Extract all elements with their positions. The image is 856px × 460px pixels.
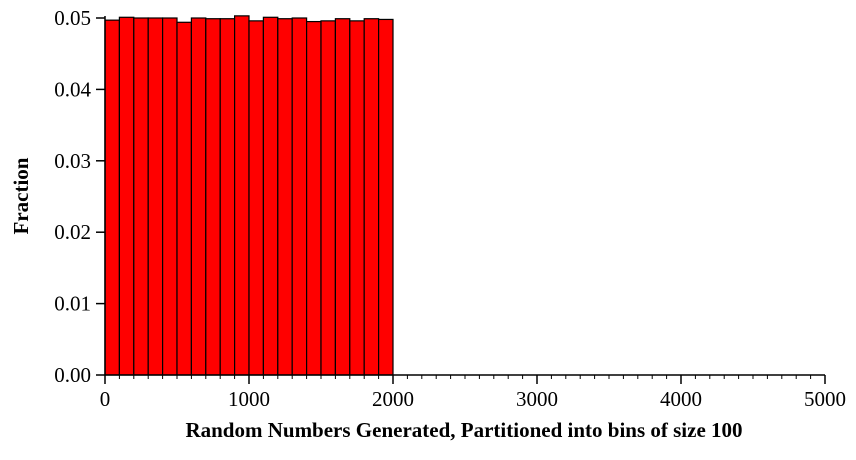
histogram-bar-14 bbox=[306, 20, 322, 376]
histogram-bar-7 bbox=[205, 18, 221, 376]
y-tick-label: 0.02 bbox=[54, 220, 91, 244]
histogram-bar-16 bbox=[334, 18, 351, 376]
x-axis-ticks: 0 1000 2000 3000 4000 5000 bbox=[100, 375, 846, 411]
histogram-bar-6 bbox=[190, 17, 207, 376]
x-tick-label: 2000 bbox=[372, 387, 414, 411]
y-tick-label: 0.00 bbox=[54, 363, 91, 387]
bars-group bbox=[104, 15, 394, 376]
x-tick-label: 5000 bbox=[804, 387, 846, 411]
x-tick-label: 4000 bbox=[660, 387, 702, 411]
histogram-bar-12 bbox=[277, 18, 293, 376]
y-tick-label: 0.05 bbox=[54, 6, 91, 30]
y-tick-label: 0.01 bbox=[54, 292, 91, 316]
histogram-bar-0 bbox=[104, 19, 120, 376]
histogram-bar-5 bbox=[176, 21, 192, 376]
histogram-bar-4 bbox=[162, 17, 178, 376]
y-tick-label: 0.03 bbox=[54, 149, 91, 173]
histogram-bar-9 bbox=[234, 15, 250, 376]
y-axis-ticks: 0.00 0.01 0.02 0.03 0.04 0.05 bbox=[54, 6, 105, 387]
histogram-bar-3 bbox=[147, 17, 164, 376]
y-axis-title: Fraction bbox=[9, 157, 33, 234]
histogram-bar-8 bbox=[219, 18, 236, 376]
histogram-bar-2 bbox=[133, 17, 149, 376]
x-axis-title: Random Numbers Generated, Partitioned in… bbox=[185, 418, 742, 442]
x-tick-label: 0 bbox=[100, 387, 111, 411]
y-tick-label: 0.04 bbox=[54, 77, 91, 101]
histogram-bar-15 bbox=[320, 20, 336, 376]
histogram-bar-11 bbox=[262, 16, 279, 376]
histogram-bar-17 bbox=[349, 20, 365, 376]
histogram-bar-10 bbox=[248, 20, 264, 376]
histogram-bar-13 bbox=[291, 17, 308, 376]
x-tick-label: 1000 bbox=[228, 387, 270, 411]
histogram-bar-1 bbox=[118, 16, 135, 376]
x-tick-label: 3000 bbox=[516, 387, 558, 411]
histogram-bar-19 bbox=[378, 18, 394, 376]
histogram-bar-18 bbox=[363, 18, 380, 376]
